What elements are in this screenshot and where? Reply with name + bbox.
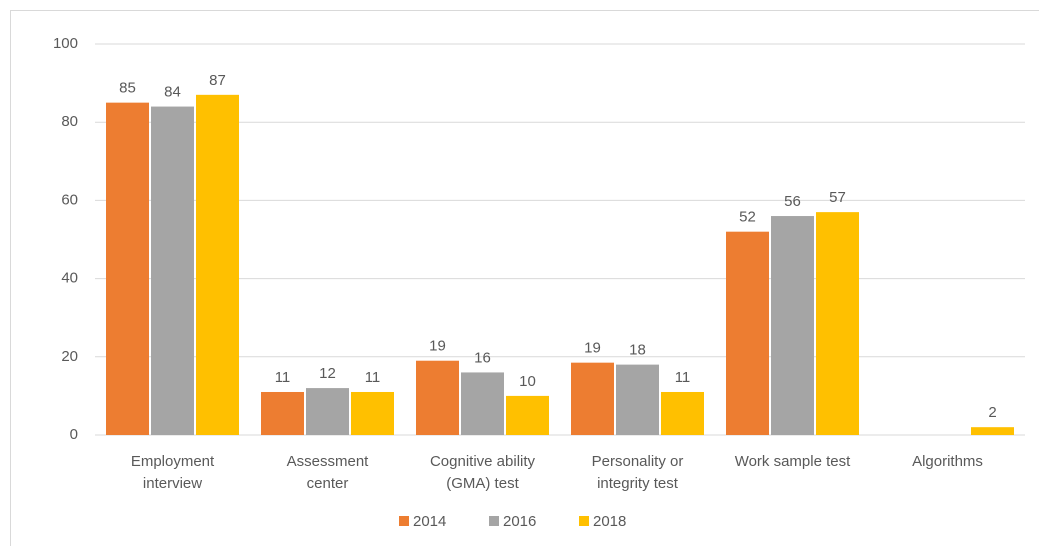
y-tick-label: 80 (61, 113, 78, 130)
data-label: 84 (164, 84, 181, 101)
bar (661, 391, 704, 435)
bar (196, 94, 239, 435)
x-tick-label: Work sample test (735, 453, 851, 470)
x-tick-label: integrity test (597, 475, 679, 492)
y-tick-label: 100 (53, 35, 78, 52)
chart-border (10, 10, 1039, 546)
data-label: 11 (675, 369, 691, 386)
x-tick-label: Cognitive ability (430, 453, 536, 470)
legend-label: 2014 (413, 513, 446, 530)
x-tick-label: Assessment (287, 453, 370, 470)
x-tick-label: Personality or (592, 453, 684, 470)
bar (416, 360, 459, 435)
x-tick-label: interview (143, 475, 202, 492)
x-tick-label: Employment (131, 453, 215, 470)
bar (106, 102, 149, 436)
y-tick-label: 40 (61, 270, 78, 287)
data-label: 85 (119, 80, 136, 97)
bar (771, 216, 814, 435)
legend-swatch (399, 516, 409, 526)
bar (616, 364, 659, 435)
data-label: 11 (365, 369, 381, 386)
data-label: 19 (584, 340, 601, 357)
data-label: 18 (629, 342, 646, 359)
y-tick-label: 20 (61, 348, 78, 365)
x-tick-label: center (307, 475, 349, 492)
y-tick-label: 60 (61, 191, 78, 208)
bar (816, 212, 859, 435)
y-tick-label: 0 (70, 426, 78, 443)
data-label: 16 (474, 349, 491, 366)
bar (461, 372, 504, 435)
legend-label: 2016 (503, 513, 536, 530)
data-label: 56 (784, 193, 801, 210)
bar (571, 362, 614, 435)
data-label: 52 (739, 209, 756, 226)
data-label: 57 (829, 189, 846, 206)
data-label: 10 (519, 373, 536, 390)
data-label: 12 (319, 365, 336, 382)
bar (351, 391, 394, 435)
legend-label: 2018 (593, 513, 626, 530)
legend-swatch (579, 516, 589, 526)
x-tick-label: (GMA) test (446, 475, 519, 492)
bar (726, 231, 769, 435)
x-tick-label: Algorithms (912, 453, 983, 470)
legend-swatch (489, 516, 499, 526)
bar (151, 106, 194, 435)
data-label: 2 (988, 404, 996, 421)
bar (306, 388, 349, 435)
bar (971, 427, 1014, 435)
data-label: 19 (429, 338, 446, 355)
bar (261, 391, 304, 435)
data-label: 87 (209, 72, 226, 89)
data-label: 11 (275, 369, 291, 386)
bar (506, 395, 549, 435)
